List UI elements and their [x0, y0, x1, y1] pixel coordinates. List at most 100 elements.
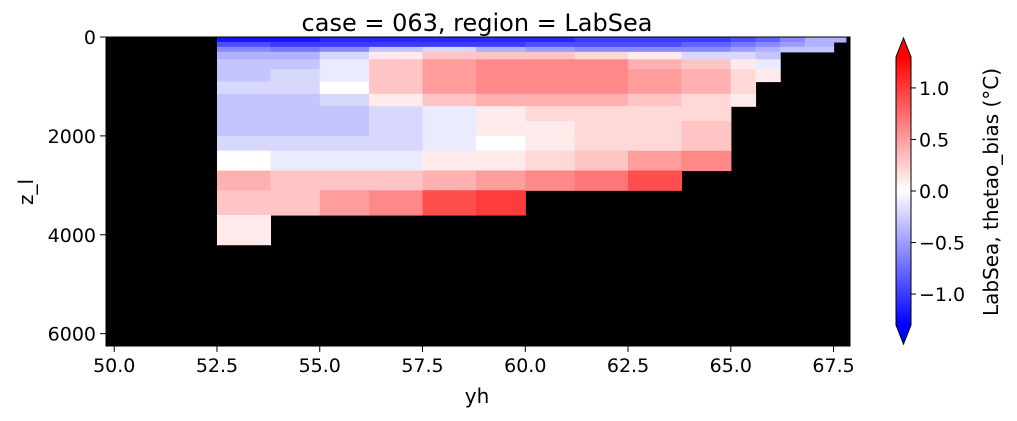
heatmap-cell [319, 135, 370, 152]
heatmap-cell [216, 93, 272, 107]
heatmap-cell [270, 106, 321, 122]
heatmap-cell [475, 69, 526, 83]
chart-title: case = 063, region = LabSea [302, 9, 653, 37]
heatmap-cell [833, 37, 847, 43]
heatmap-cell [574, 106, 629, 122]
heatmap-cell [422, 37, 477, 43]
heatmap-cell [475, 81, 526, 95]
heatmap-cell [755, 46, 781, 53]
heatmap-cell [681, 121, 732, 137]
colorbar-tick-label: 0.5 [919, 129, 949, 151]
heatmap-cell [525, 69, 576, 83]
y-tick-label: 6000 [48, 324, 96, 346]
heatmap-cell [574, 150, 629, 172]
heatmap-cell [755, 59, 781, 70]
heatmap-cell [475, 150, 526, 172]
colorbar-tick-label: −1.0 [919, 284, 965, 306]
heatmap-cell [780, 37, 806, 43]
heatmap-cell [319, 46, 370, 53]
heatmap-cell [681, 46, 732, 53]
heatmap-cell [525, 150, 576, 172]
heatmap-cell [628, 93, 683, 107]
colorbar-tick-label: 0.0 [919, 181, 949, 203]
heatmap-cell [475, 41, 526, 48]
heatmap-cell [475, 93, 526, 107]
heatmap-cell [525, 93, 576, 107]
colorbar-tick-label: −0.5 [919, 233, 965, 255]
heatmap-cell [755, 69, 781, 83]
heatmap-cell [270, 170, 321, 191]
heatmap-cell [525, 135, 576, 152]
heatmap-cell [574, 59, 629, 70]
colorbar: −1.0 −0.5 0.0 0.5 1.0 [895, 36, 965, 346]
heatmap-cell [369, 106, 424, 122]
heatmap-cell [422, 69, 477, 83]
heatmap-cell [574, 93, 629, 107]
heatmap-cell [475, 121, 526, 137]
heatmap-cell [216, 46, 272, 53]
heatmap-cell [270, 81, 321, 95]
heatmap-cell [216, 121, 272, 137]
heatmap-cell [216, 106, 272, 122]
colorbar-extend-min [896, 325, 911, 344]
heatmap-cell [422, 135, 477, 152]
heatmap-cell [525, 59, 576, 70]
heatmap-cell [755, 41, 781, 48]
heatmap-cell [319, 59, 370, 70]
heatmap-cell [681, 150, 732, 172]
heatmap-cells [216, 37, 847, 246]
heatmap-cell [730, 46, 757, 53]
heatmap-cell [730, 69, 757, 83]
heatmap-cell [475, 106, 526, 122]
heatmap-cell [628, 121, 683, 137]
heatmap-cell [628, 41, 683, 48]
heatmap-cell [574, 37, 629, 43]
heatmap-cell [216, 81, 272, 95]
heatmap-cell [216, 135, 272, 152]
heatmap-cell [681, 135, 732, 152]
heatmap-cell [755, 51, 781, 60]
heatmap-cell [216, 190, 272, 216]
heatmap-cell [804, 46, 835, 53]
heatmap-cell [270, 59, 321, 70]
y-tick-label: 2000 [48, 126, 96, 148]
heatmap-cell [681, 81, 732, 95]
heatmap-cell [628, 69, 683, 83]
heatmap-cell [369, 46, 424, 53]
heatmap-cell [730, 93, 757, 107]
heatmap-cell [574, 69, 629, 83]
heatmap-cell [475, 59, 526, 70]
x-tick-label: 60.0 [504, 355, 546, 377]
y-axis: 0 2000 4000 6000 [48, 27, 106, 346]
heatmap-cell [780, 41, 806, 48]
heatmap-cell [369, 37, 424, 43]
heatmap-cell [369, 51, 424, 60]
heatmap-cell [755, 37, 781, 43]
heatmap-cell [628, 37, 683, 43]
heatmap-cell [475, 170, 526, 191]
heatmap-cell [525, 37, 576, 43]
heatmap-cell [574, 135, 629, 152]
heatmap-cell [270, 41, 321, 48]
heatmap-cell [475, 46, 526, 53]
heatmap-cell [574, 81, 629, 95]
heatmap-cell [270, 46, 321, 53]
heatmap-cell [475, 37, 526, 43]
y-axis-label: z_l [14, 179, 38, 205]
heatmap-cell [681, 106, 732, 122]
heatmap-cell [319, 51, 370, 60]
heatmap-cell [422, 93, 477, 107]
heatmap-cell [369, 93, 424, 107]
heatmap-cell [628, 59, 683, 70]
heatmap-cell [681, 59, 732, 70]
heatmap-cell [319, 170, 370, 191]
heatmap-cell [369, 190, 424, 216]
heatmap-cell [422, 190, 477, 216]
heatmap-cell [780, 46, 806, 53]
heatmap-cell [628, 46, 683, 53]
heatmap-cell [525, 121, 576, 137]
heatmap-cell [270, 150, 321, 172]
heatmap-cell [369, 81, 424, 95]
